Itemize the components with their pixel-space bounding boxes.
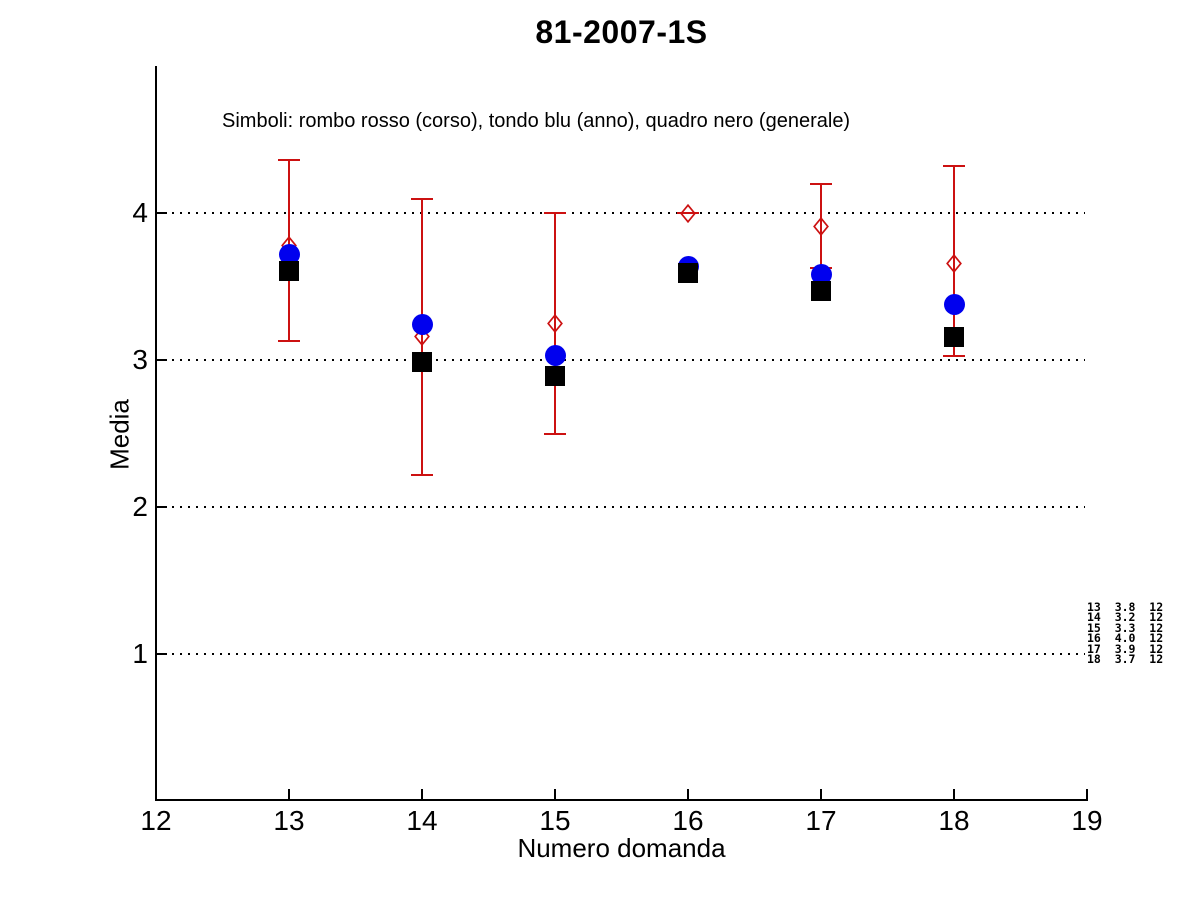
x-tick (421, 789, 423, 799)
marker-red-diamond (813, 216, 829, 236)
marker-black-square (944, 326, 964, 347)
error-bar-line (820, 183, 822, 268)
x-axis-line (155, 799, 1088, 801)
x-tick (155, 789, 157, 799)
marker-blue-circle (278, 243, 300, 265)
marker-black-square (545, 366, 565, 387)
x-tick-label: 13 (273, 805, 305, 836)
chart-subtitle: Simboli: rombo rosso (corso), tondo blu … (222, 110, 851, 132)
marker-red-diamond (946, 253, 962, 273)
error-bar-cap (544, 212, 566, 215)
marker-red-diamond (547, 313, 563, 333)
error-bar-cap (943, 354, 965, 357)
marker-black-square (811, 281, 831, 302)
x-tick-label: 18 (938, 805, 970, 836)
y-tick-label: 4 (132, 197, 148, 229)
error-bar-cap (810, 182, 832, 185)
stats-row: 15 3.3 12 (1087, 620, 1164, 635)
error-bar-cap (411, 197, 433, 200)
h-gridline (156, 652, 1085, 655)
marker-blue-circle (544, 345, 566, 367)
error-bar-line (554, 213, 556, 434)
x-tick (554, 789, 556, 799)
error-bar-cap (278, 159, 300, 162)
h-gridline (156, 212, 1085, 215)
x-tick (953, 789, 955, 799)
y-axis-label: Media (104, 399, 135, 470)
y-tick-label: 2 (132, 490, 148, 522)
y-tick (157, 505, 167, 508)
error-bar-cap (278, 340, 300, 343)
x-tick-label: 16 (672, 805, 704, 836)
y-tick (157, 212, 167, 215)
error-bar-cap (943, 165, 965, 168)
error-bar-cap (677, 212, 699, 215)
y-tick-label: 1 (132, 637, 148, 669)
stats-row: 14 3.2 12 (1087, 610, 1164, 625)
stats-row: 13 3.8 12 (1087, 600, 1164, 614)
marker-black-square (678, 263, 698, 284)
h-gridline (156, 505, 1085, 508)
marker-red-diamond (680, 203, 696, 223)
marker-blue-circle (810, 264, 832, 286)
stats-row: 17 3.9 12 (1087, 641, 1164, 656)
y-tick (157, 652, 167, 655)
x-tick-label: 17 (805, 805, 837, 836)
y-tick-label: 3 (132, 344, 148, 376)
marker-blue-circle (943, 293, 965, 315)
marker-blue-circle (411, 314, 433, 336)
x-tick (687, 789, 689, 799)
marker-black-square (279, 260, 299, 281)
x-tick (820, 789, 822, 799)
x-axis-label: Numero domanda (517, 833, 726, 863)
x-tick-label: 14 (406, 805, 438, 836)
error-bar-line (953, 166, 955, 356)
x-tick-label: 19 (1071, 805, 1103, 836)
x-tick (288, 789, 290, 799)
x-tick-label: 15 (539, 805, 571, 836)
stats-row: 18 3.7 12 (1087, 652, 1164, 667)
x-tick-label: 12 (140, 805, 172, 836)
stats-block: 13 3.8 12 14 3.2 12 15 3.3 12 16 4.0 12 17 3… (1087, 600, 1164, 667)
error-bar-line (421, 198, 423, 475)
x-tick (1086, 789, 1088, 799)
h-gridline (156, 359, 1085, 362)
y-tick (157, 359, 167, 362)
chart-title: 81-2007-1S (535, 14, 708, 50)
stats-row: 16 4.0 12 (1087, 631, 1164, 646)
error-bar-cap (411, 473, 433, 476)
y-axis-line (155, 66, 157, 800)
marker-black-square (412, 351, 432, 372)
error-bar-cap (544, 432, 566, 435)
